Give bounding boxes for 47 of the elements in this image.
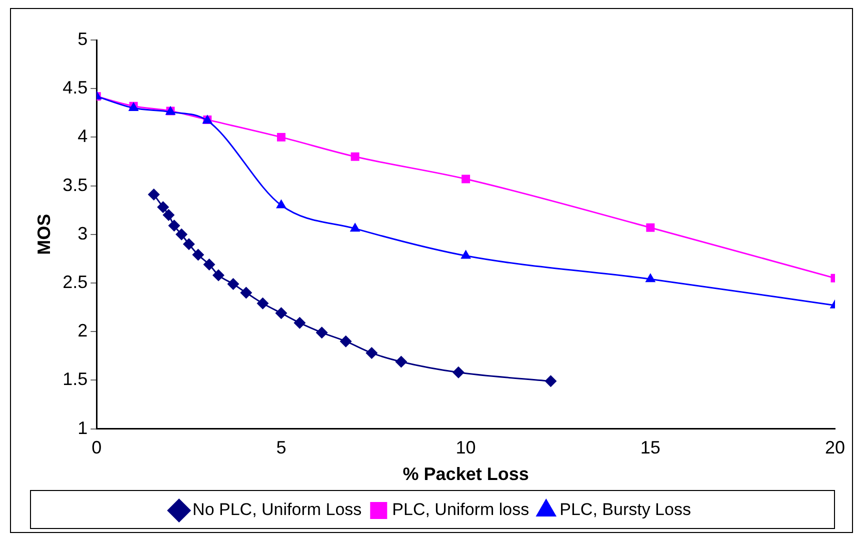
y-axis-title: MOS — [34, 214, 54, 255]
point — [227, 278, 240, 290]
point — [212, 269, 224, 282]
y-tick-label: 4.5 — [62, 78, 88, 98]
x-tick-label: 15 — [640, 438, 660, 458]
y-tick-label: 4 — [78, 126, 88, 146]
point — [316, 326, 328, 339]
point — [462, 174, 470, 184]
point — [168, 220, 180, 232]
point — [350, 222, 360, 232]
y-tick-label: 1 — [78, 418, 88, 438]
point — [340, 335, 352, 348]
x-tick-label: 20 — [824, 438, 846, 458]
point — [192, 248, 204, 261]
point — [162, 208, 175, 221]
point — [256, 297, 269, 310]
point — [460, 250, 472, 259]
x-tick-label: 0 — [92, 438, 102, 458]
point — [176, 228, 188, 240]
point — [646, 223, 655, 232]
y-tick-label: 2 — [78, 320, 88, 341]
point — [157, 201, 170, 214]
x-tick-label: 10 — [456, 438, 476, 458]
x-tick-label: 5 — [276, 438, 286, 458]
point — [182, 238, 195, 250]
point — [276, 132, 286, 142]
point — [452, 366, 464, 378]
y-tick-label: 3.5 — [62, 174, 88, 195]
point — [395, 356, 408, 368]
legend-label: No PLC, Uniform Loss — [192, 500, 362, 520]
point — [240, 286, 252, 299]
x-axis-title: % Packet Loss — [402, 464, 529, 484]
legend-label: PLC, Uniform loss — [392, 500, 530, 520]
point — [366, 346, 378, 359]
y-tick-label: 1.5 — [62, 369, 88, 390]
point — [350, 152, 360, 161]
point — [645, 273, 656, 282]
point — [148, 188, 160, 201]
point — [544, 375, 557, 388]
legend-label: PLC, Bursty Loss — [560, 500, 691, 520]
point — [276, 199, 286, 208]
point — [275, 307, 288, 320]
point — [294, 316, 306, 329]
y-tick-label: 2.5 — [62, 272, 88, 292]
point — [203, 258, 216, 271]
y-tick-label: 5 — [78, 28, 88, 49]
y-tick-label: 3 — [78, 223, 88, 244]
